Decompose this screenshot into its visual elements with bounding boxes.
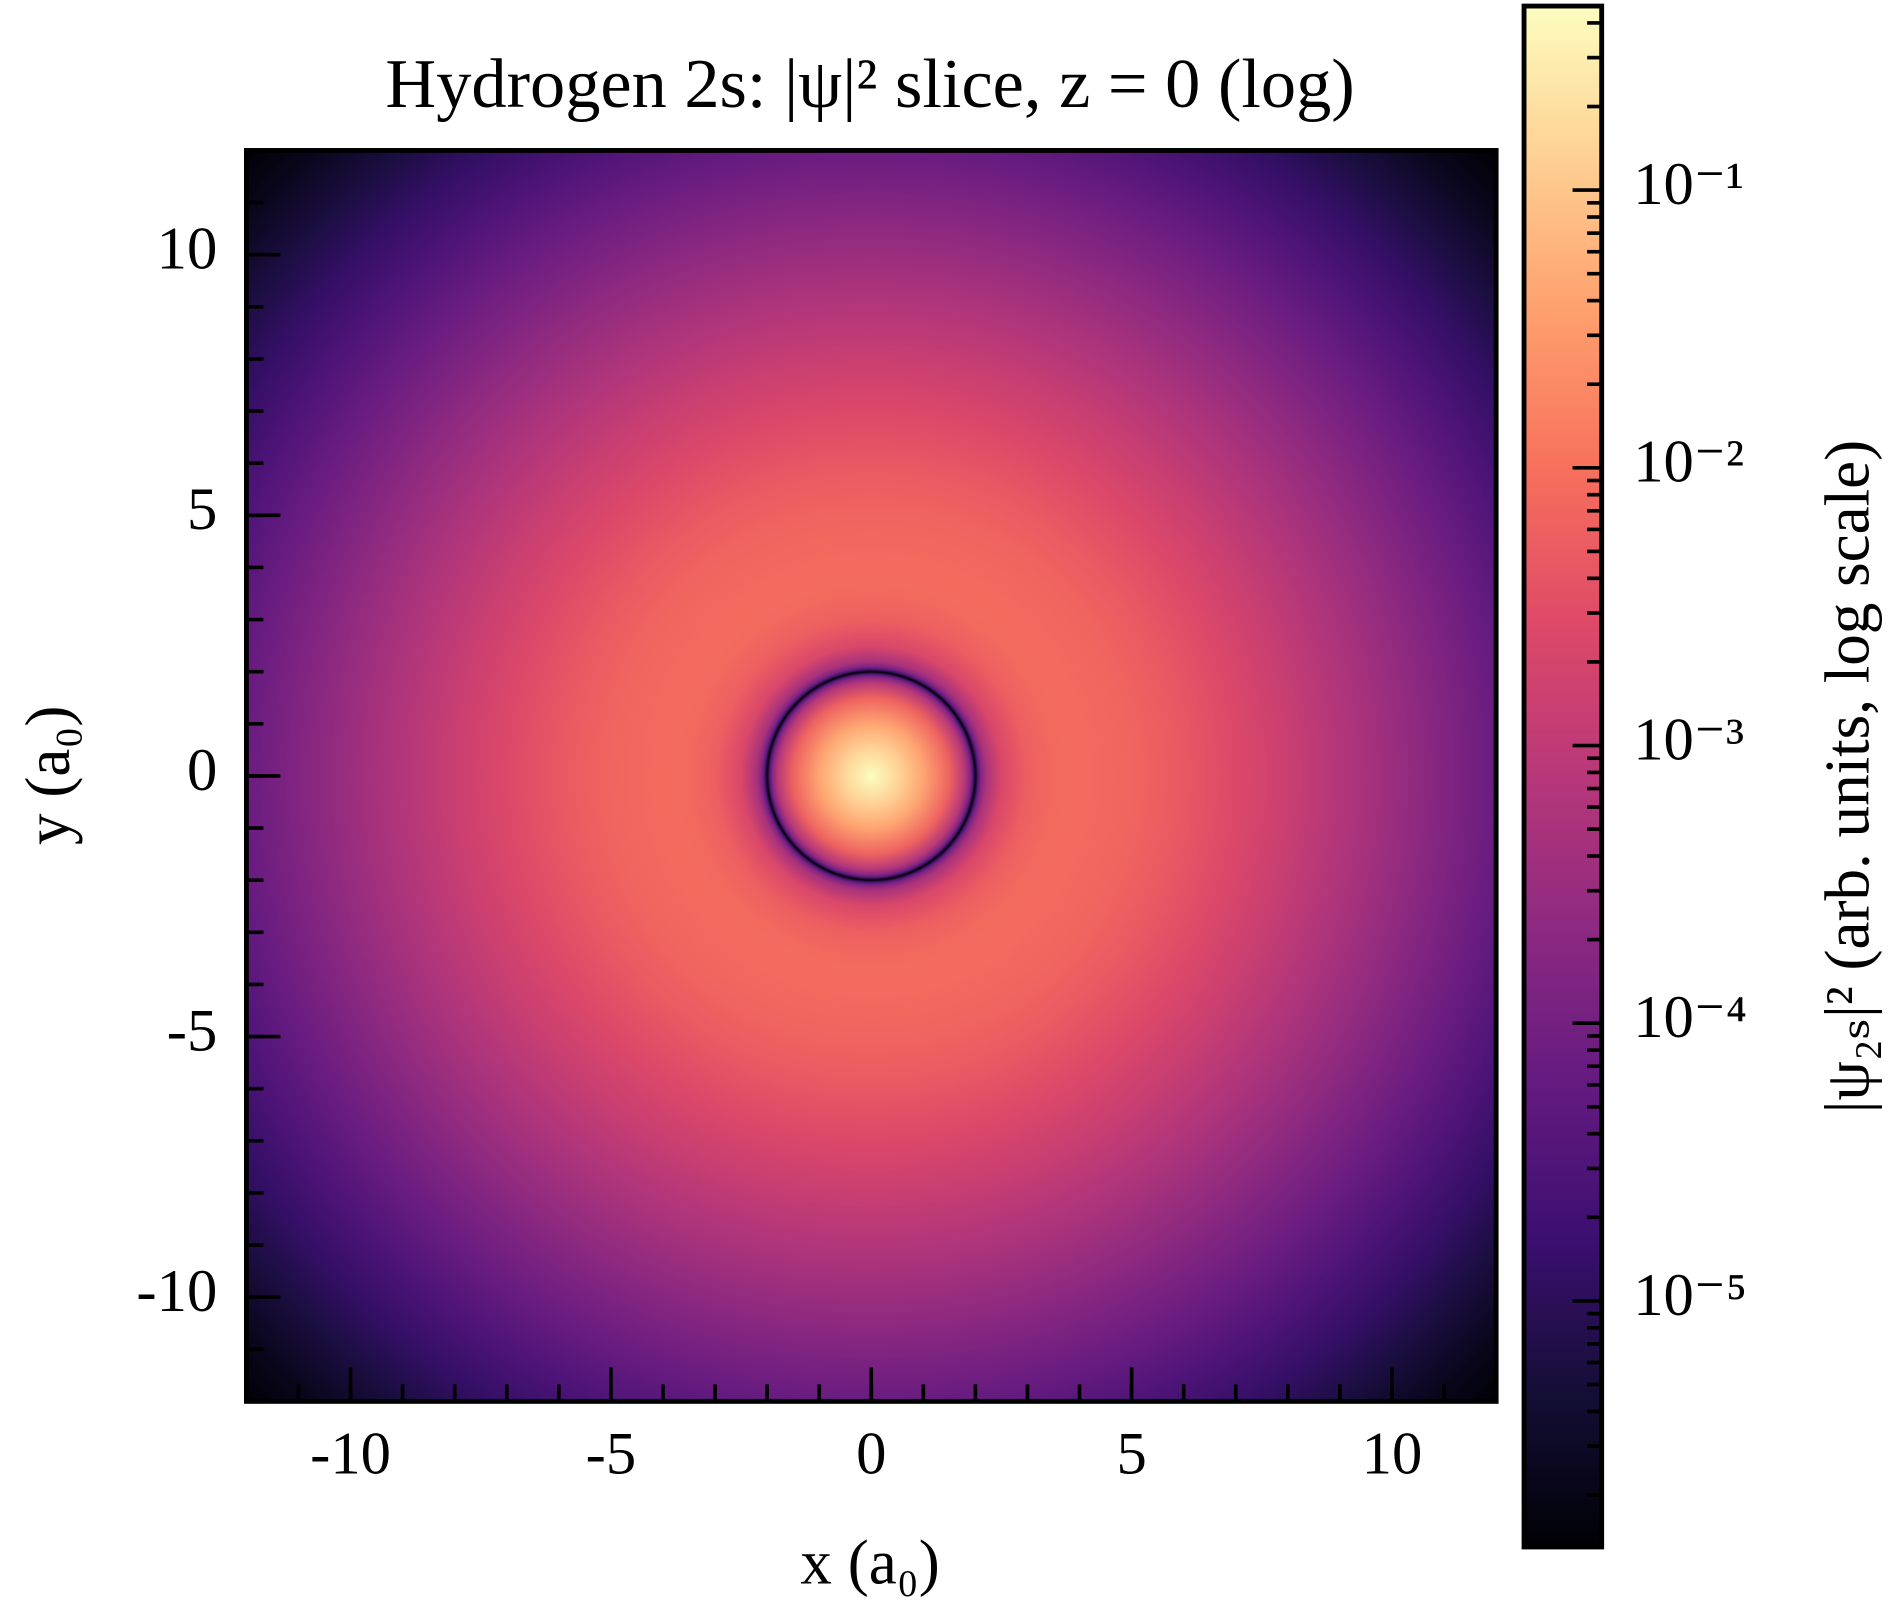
x-tick-label: -5: [586, 1421, 637, 1488]
y-tick-label: 10: [157, 216, 218, 283]
y-axis-label: y (a₀): [13, 706, 83, 845]
x-tick-label: 5: [1116, 1421, 1146, 1488]
y-tick-label: -5: [167, 997, 218, 1064]
x-tick-label: 0: [856, 1421, 886, 1488]
x-tick-label: 10: [1362, 1421, 1423, 1488]
colorbar-tick-label: 10⁻³: [1633, 706, 1744, 773]
colorbar-tick-label: 10⁻⁴: [1633, 984, 1747, 1051]
colorbar-tick-label: 10⁻¹: [1633, 151, 1744, 218]
colorbar-tick-label: 10⁻⁵: [1633, 1262, 1747, 1329]
y-tick-label: -10: [136, 1258, 217, 1325]
y-tick-label: 0: [187, 737, 217, 804]
colorbar-label: |ψ₂ₛ|² (arb. units, log scale): [1813, 440, 1883, 1113]
chart-title: Hydrogen 2s: |ψ|² slice, z = 0 (log): [385, 45, 1354, 123]
y-tick-label: 5: [187, 476, 217, 543]
colorbar-tick-label: 10⁻²: [1633, 429, 1744, 496]
x-tick-label: -10: [310, 1421, 391, 1488]
colorbar: [1521, 3, 1605, 1550]
heatmap-image: [246, 150, 1497, 1402]
x-axis-label: x (a₀): [800, 1527, 939, 1597]
